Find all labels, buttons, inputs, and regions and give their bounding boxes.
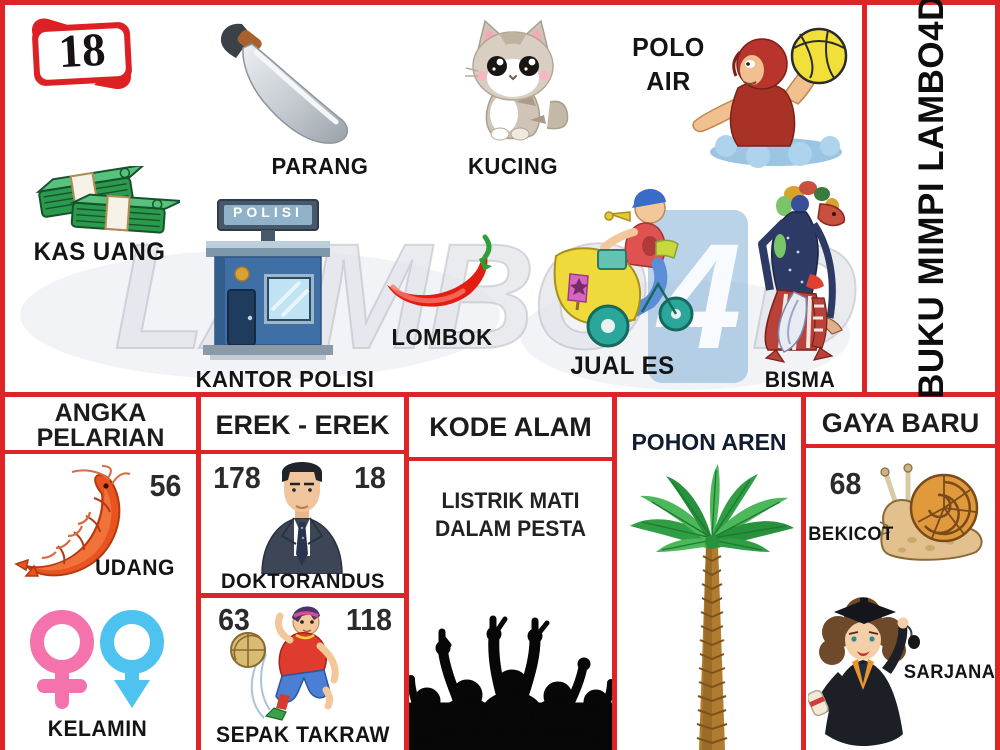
doktorandus-label: DOKTORANDUS bbox=[221, 570, 385, 593]
snail-icon bbox=[879, 463, 983, 561]
kantor-polisi-illustration: POLISI bbox=[200, 192, 336, 364]
table-top-border bbox=[0, 392, 1000, 397]
page-border-top bbox=[0, 0, 1000, 5]
kucing-label: KUCING bbox=[468, 153, 558, 179]
header-underline-col2 bbox=[201, 450, 404, 454]
header-underline-col1 bbox=[5, 450, 196, 454]
jual-es-illustration bbox=[538, 180, 710, 348]
sidebar-title-wrap: BUKU MIMPI LAMBO4D bbox=[868, 0, 996, 399]
machete-icon bbox=[220, 23, 349, 144]
bisma-illustration bbox=[736, 178, 864, 370]
page-border-right bbox=[995, 0, 1000, 750]
sepak-takraw-label: SEPAK TAKRAW bbox=[216, 722, 390, 747]
jual-es-label: JUAL ES bbox=[570, 352, 675, 380]
chili-icon bbox=[387, 234, 492, 307]
lombok-label: LOMBOK bbox=[391, 324, 493, 350]
table-vline-4 bbox=[801, 392, 806, 750]
sidebar-title: BUKU MIMPI LAMBO4D bbox=[912, 0, 951, 399]
gender-symbols-icon bbox=[30, 610, 164, 709]
bekicot-illustration bbox=[872, 460, 992, 564]
lombok-illustration bbox=[383, 233, 501, 321]
pohon-aren-illustration bbox=[622, 460, 800, 750]
sarjana-label: SARJANA bbox=[903, 662, 996, 683]
kode-alam-crowd-illustration bbox=[409, 575, 612, 750]
page-border-left bbox=[0, 0, 5, 750]
table-vline-1 bbox=[196, 392, 201, 750]
kelamin-label: KELAMIN bbox=[47, 716, 148, 741]
bekicot-label: BEKICOT bbox=[808, 524, 894, 545]
doktorandus-number-right: 18 bbox=[354, 460, 386, 495]
kucing-illustration bbox=[452, 16, 574, 152]
parang-label: PARANG bbox=[271, 153, 369, 179]
erek-erek-row-divider bbox=[201, 593, 404, 598]
table-vline-3 bbox=[612, 392, 617, 750]
sepak-takraw-illustration bbox=[218, 598, 386, 726]
water-polo-player-icon bbox=[692, 27, 848, 168]
polisi-sign-text: POLISI bbox=[233, 204, 303, 220]
udang-number: 56 bbox=[149, 468, 182, 503]
sepak-takraw-player-icon bbox=[230, 606, 339, 721]
palm-tree-icon bbox=[630, 464, 794, 750]
page-number: 18 bbox=[57, 23, 107, 79]
header-angka-pelarian-line1: ANGKA bbox=[54, 399, 147, 427]
stamp-ribbon-icon bbox=[31, 18, 132, 90]
header-erek-erek: EREK - EREK bbox=[215, 410, 390, 440]
polo-air-illustration bbox=[688, 16, 866, 168]
kode-alam-line2: DALAM PESTA bbox=[435, 516, 586, 541]
ice-cart-boy-icon bbox=[553, 188, 694, 348]
sepak-takraw-number-left: 63 bbox=[218, 602, 250, 637]
kantor-polisi-label: KANTOR POLISI bbox=[195, 366, 375, 392]
header-underline-col5 bbox=[806, 444, 995, 448]
money-stack-icon bbox=[35, 166, 180, 234]
table-vline-2 bbox=[404, 392, 409, 750]
sidebar-divider bbox=[862, 0, 867, 397]
sepak-takraw-number-right: 118 bbox=[345, 602, 392, 637]
page-number-stamp: 18 bbox=[26, 12, 138, 96]
kode-alam-line1: LISTRIK MATI bbox=[441, 488, 580, 513]
header-gaya-baru: GAYA BARU bbox=[821, 408, 980, 438]
udang-illustration bbox=[6, 464, 134, 590]
police-station-icon bbox=[203, 199, 333, 360]
kas-uang-illustration bbox=[28, 166, 180, 242]
header-pohon-aren: POHON AREN bbox=[631, 429, 787, 455]
header-underline-col3 bbox=[409, 457, 612, 461]
bekicot-number: 68 bbox=[829, 466, 862, 501]
watermark-tile-4: 4 bbox=[648, 210, 748, 383]
doktorandus-number-left: 178 bbox=[213, 460, 261, 495]
polo-air-label-line1: POLO bbox=[632, 32, 705, 62]
polo-air-label-line2: AIR bbox=[646, 66, 691, 96]
header-angka-pelarian-line2: PELARIAN bbox=[36, 424, 165, 452]
parang-illustration bbox=[208, 18, 366, 150]
man-in-suit-icon bbox=[261, 462, 343, 574]
bisma-label: BISMA bbox=[764, 367, 836, 392]
shrimp-icon bbox=[14, 465, 131, 577]
kas-uang-label: KAS UANG bbox=[33, 238, 166, 266]
crowd-silhouette-icon bbox=[409, 615, 612, 750]
udang-label: UDANG bbox=[95, 555, 175, 580]
cat-icon bbox=[465, 19, 569, 141]
sarjana-illustration bbox=[808, 592, 920, 750]
wayang-puppet-icon bbox=[758, 181, 845, 363]
header-kode-alam: KODE ALAM bbox=[429, 412, 592, 442]
kelamin-illustration bbox=[22, 606, 172, 714]
doktorandus-illustration bbox=[252, 452, 352, 574]
graduate-woman-icon bbox=[808, 597, 920, 746]
